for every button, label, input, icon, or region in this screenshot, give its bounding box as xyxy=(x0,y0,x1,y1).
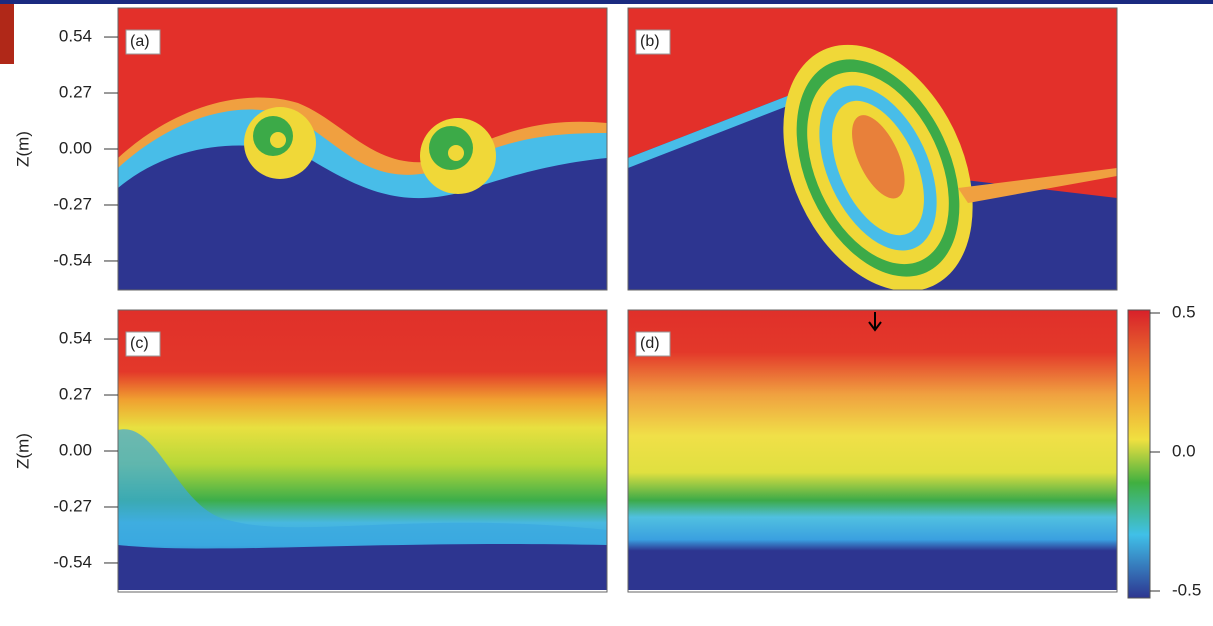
panel-c-image xyxy=(118,310,607,590)
y-tick-label: 0.27 xyxy=(59,384,92,403)
y-tick-label: 0.54 xyxy=(59,27,92,46)
panel-label: (a) xyxy=(130,33,150,50)
y-axis-label: Z(m) xyxy=(13,433,32,469)
top-bar xyxy=(0,0,1213,4)
panel-a-image xyxy=(118,8,607,290)
y-axis-label: Z(m) xyxy=(13,131,32,167)
y-tick-label: 0.00 xyxy=(59,138,92,157)
y-tick-label: -0.54 xyxy=(53,552,92,571)
y-tick-label: 0.54 xyxy=(59,329,92,348)
y-tick-label: 0.00 xyxy=(59,440,92,459)
panel-b-image xyxy=(628,8,1117,322)
y-tick-label: -0.27 xyxy=(53,194,92,213)
panel-label: (d) xyxy=(640,335,660,352)
figure: (a) (b) (c) (d) 0.54 0.27 0.00 -0.27 -0.54 Z(m) 0.… xyxy=(0,0,1213,626)
y-tick-label: 0.27 xyxy=(59,82,92,101)
colorbar xyxy=(1128,310,1150,598)
panel-d-image xyxy=(628,310,1117,590)
panel-label: (c) xyxy=(130,335,149,352)
colorbar-tick-label: 0.0 xyxy=(1172,441,1196,460)
left-strip xyxy=(0,4,14,64)
colorbar-tick-label: -0.5 xyxy=(1172,580,1201,599)
colorbar-tick-label: 0.5 xyxy=(1172,302,1196,321)
y-tick-label: -0.27 xyxy=(53,496,92,515)
panel-label: (b) xyxy=(640,33,660,50)
y-tick-label: -0.54 xyxy=(53,250,92,269)
